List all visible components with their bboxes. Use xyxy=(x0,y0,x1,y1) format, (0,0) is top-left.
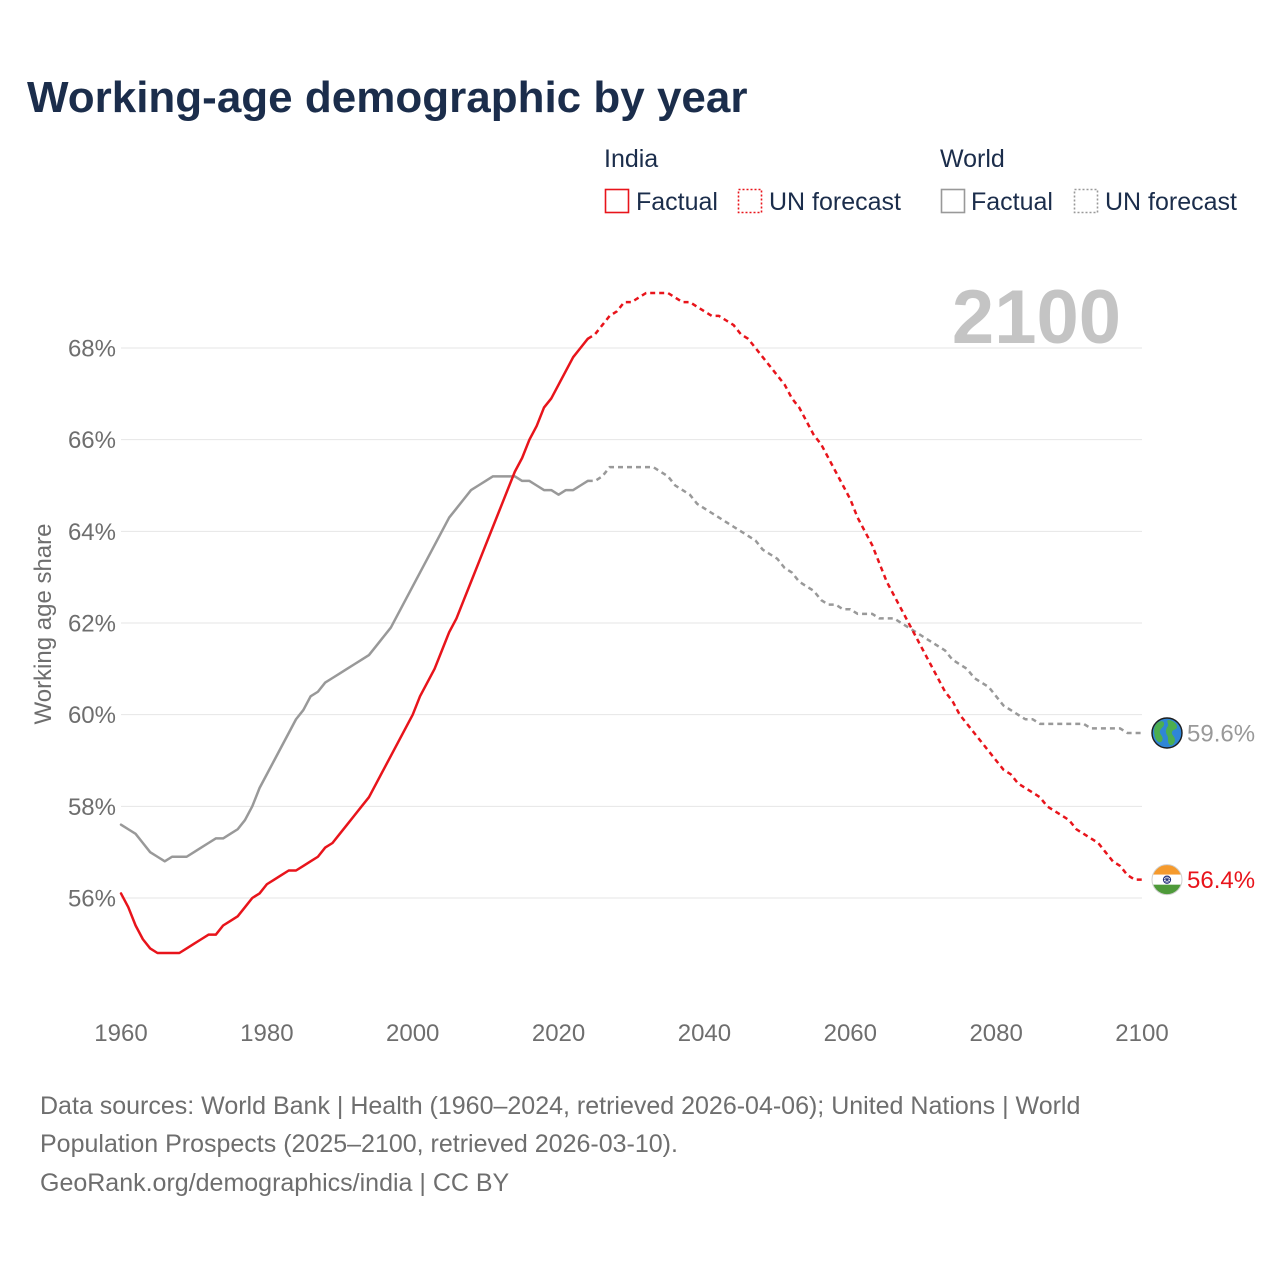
footer-source-line: Population Prospects (2025–2100, retriev… xyxy=(40,1130,678,1158)
y-tick-label: 64% xyxy=(68,519,116,546)
legend-swatch-world-forecast xyxy=(1073,188,1099,214)
legend-group-title-india: India xyxy=(604,145,658,173)
world-factual-line xyxy=(119,475,589,863)
y-tick-label: 66% xyxy=(68,427,116,454)
legend-group-india: India Factual UN forecast xyxy=(604,145,901,216)
legend-item-india-forecast: UN forecast xyxy=(737,188,901,216)
gridlines xyxy=(121,347,1142,899)
current-year-label: 2100 xyxy=(952,275,1121,360)
india-end-value-label: 56.4% xyxy=(1187,867,1255,894)
legend-item-world-factual: Factual xyxy=(940,188,1053,216)
world-forecast-line xyxy=(587,465,1142,735)
footer-attribution: GeoRank.org/demographics/india | CC BY xyxy=(40,1169,510,1197)
y-tick-label: 56% xyxy=(68,886,116,913)
legend-item-world-forecast: UN forecast xyxy=(1073,188,1237,216)
y-tick-label: 58% xyxy=(68,794,116,821)
x-tick-label: 1980 xyxy=(240,1020,293,1047)
legend-label-world-factual: Factual xyxy=(971,188,1053,216)
legend-label-india-factual: Factual xyxy=(636,188,718,216)
legend-swatch-world-factual xyxy=(940,188,966,214)
x-tick-label: 2060 xyxy=(824,1020,877,1047)
x-tick-label: 1960 xyxy=(94,1020,147,1047)
x-tick-label: 2020 xyxy=(532,1020,585,1047)
y-axis-label: Working age share xyxy=(30,524,57,725)
india-flag-icon xyxy=(1151,864,1183,896)
chart-title: Working-age demographic by year xyxy=(27,73,747,122)
legend-swatch-india-factual xyxy=(604,188,630,214)
y-tick-label: 68% xyxy=(68,336,116,363)
legend-swatch-india-forecast xyxy=(737,188,763,214)
footer: Data sources: World Bank | Health (1960–… xyxy=(40,1092,1080,1197)
footer-source-line: Data sources: World Bank | Health (1960–… xyxy=(40,1092,1080,1120)
legend-label-world-forecast: UN forecast xyxy=(1105,188,1237,216)
y-tick-label: 62% xyxy=(68,611,116,638)
globe-icon xyxy=(1151,717,1183,749)
legend-item-india-factual: Factual xyxy=(604,188,718,216)
y-axis-ticks: 56% 58% 60% 62% 64% 66% 68% xyxy=(68,336,116,913)
series-lines xyxy=(119,291,1142,955)
legend-label-india-forecast: UN forecast xyxy=(769,188,901,216)
legend-group-title-world: World xyxy=(940,145,1005,173)
world-end-value-label: 59.6% xyxy=(1187,721,1255,748)
india-factual-line xyxy=(119,337,589,955)
x-tick-label: 2100 xyxy=(1115,1020,1168,1047)
y-tick-label: 60% xyxy=(68,702,116,729)
legend-group-world: World Factual UN forecast xyxy=(940,145,1237,216)
x-tick-label: 2000 xyxy=(386,1020,439,1047)
india-forecast-line xyxy=(587,291,1142,881)
x-axis-ticks: 1960 1980 2000 2020 2040 2060 2080 2100 xyxy=(94,1020,1168,1047)
x-tick-label: 2040 xyxy=(678,1020,731,1047)
legend: India Factual UN forecast World Factual … xyxy=(604,145,1237,216)
x-tick-label: 2080 xyxy=(969,1020,1022,1047)
